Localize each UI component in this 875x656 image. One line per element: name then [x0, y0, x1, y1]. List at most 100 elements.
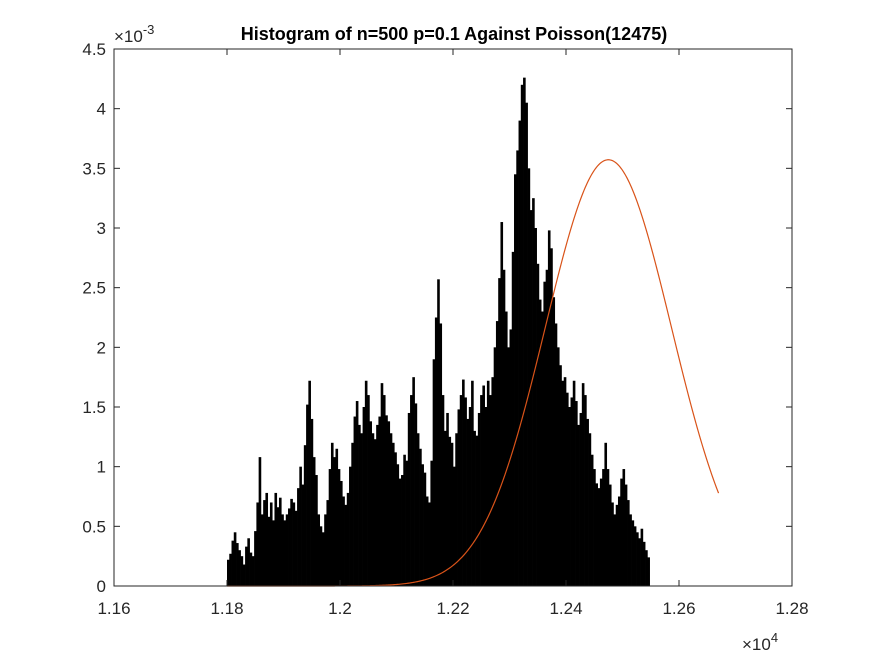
histogram-bar — [385, 415, 388, 586]
histogram-bar — [581, 383, 585, 586]
y-tick-label: 2.5 — [82, 279, 106, 298]
histogram-bar — [288, 508, 291, 586]
histogram-bar — [473, 430, 476, 586]
histogram-bar — [346, 492, 350, 586]
histogram-bar — [636, 532, 639, 586]
histogram-bar — [448, 436, 452, 586]
histogram-bar — [290, 498, 293, 586]
histogram-bar — [391, 442, 395, 586]
histogram-bar — [584, 395, 587, 586]
histogram-bar — [371, 433, 375, 586]
histogram-bar — [629, 514, 632, 586]
histogram-bar — [238, 550, 241, 586]
histogram-bar — [627, 500, 630, 586]
histogram-bar — [362, 407, 366, 586]
histogram-bar — [511, 251, 515, 586]
histogram-bar — [233, 532, 237, 586]
histogram-bar — [349, 466, 352, 586]
histogram-bar — [342, 496, 345, 586]
histogram-bar — [464, 397, 467, 586]
histogram-bar — [536, 263, 540, 586]
y-tick-label: 0.5 — [82, 517, 106, 536]
histogram-bar — [613, 514, 617, 586]
histogram-bar — [491, 377, 495, 586]
histogram-bar — [299, 466, 302, 586]
histogram-bar — [317, 514, 321, 586]
histogram-bar — [351, 442, 354, 586]
histogram-bar — [335, 448, 339, 586]
histogram-bar — [272, 520, 275, 586]
x-multiplier-exponent: 4 — [771, 630, 778, 645]
histogram-bar — [401, 475, 404, 586]
histogram-bar — [568, 407, 571, 586]
histogram-bar — [265, 492, 269, 586]
histogram-bar — [297, 488, 300, 586]
x-tick-label: 1.16 — [97, 599, 130, 618]
histogram-bar — [588, 433, 592, 586]
histogram-bar — [249, 552, 253, 586]
histogram-bar — [407, 412, 411, 586]
x-tick-label: 1.2 — [328, 599, 352, 618]
histogram-bar — [638, 538, 641, 586]
histogram-bar — [254, 531, 257, 586]
histogram-bar — [263, 500, 266, 586]
y-tick-label: 2 — [97, 338, 106, 357]
histogram-bar — [617, 496, 621, 586]
x-tick-label: 1.24 — [549, 599, 582, 618]
histogram-bar — [620, 478, 623, 586]
histogram-bar — [457, 409, 461, 586]
histogram-bar — [369, 421, 372, 586]
histogram-bar — [430, 460, 434, 586]
histogram-bar — [382, 395, 386, 586]
histogram-bar — [484, 407, 488, 586]
histogram-bar — [523, 77, 526, 586]
histogram-bar — [532, 198, 535, 587]
histogram-bar — [507, 347, 510, 586]
histogram-bar — [236, 543, 239, 586]
histogram-bar — [538, 299, 542, 586]
histogram-bar — [608, 484, 612, 586]
histogram-bar — [566, 392, 569, 586]
y-tick-label: 1 — [97, 458, 106, 477]
histogram-bar — [321, 532, 325, 586]
histogram-bar — [642, 541, 646, 586]
histogram-bar — [376, 424, 379, 586]
histogram-bar — [310, 418, 314, 586]
histogram-bar — [453, 466, 456, 586]
histogram-bar — [308, 380, 311, 586]
histogram-bar — [563, 377, 567, 586]
histogram-bar — [593, 469, 596, 586]
x-multiplier-base: ×10 — [742, 635, 771, 654]
histogram-bar — [556, 347, 560, 586]
histogram-bar — [579, 412, 583, 586]
y-tick-label: 1.5 — [82, 398, 106, 417]
histogram-bar — [358, 424, 361, 586]
histogram-bar — [624, 484, 628, 586]
histogram-bar — [518, 120, 522, 586]
histogram-bar — [493, 347, 497, 586]
histogram-bar — [326, 500, 330, 586]
histogram-bar — [561, 380, 565, 586]
histogram-bar — [631, 520, 635, 586]
histogram-bar — [303, 445, 307, 586]
histogram-bar — [586, 418, 589, 586]
histogram-bar — [380, 383, 384, 586]
histogram-bar — [606, 469, 610, 586]
histogram-bar — [572, 380, 576, 586]
histogram-bar — [315, 475, 318, 586]
histogram-bar — [389, 433, 393, 586]
histogram-bar — [410, 395, 413, 586]
histogram-bar — [450, 442, 454, 586]
histogram-bar — [480, 395, 483, 586]
histogram-bar — [276, 507, 280, 586]
histogram-bar — [514, 174, 517, 587]
histogram-bar — [231, 540, 235, 586]
histogram-bar — [306, 404, 309, 586]
histogram-bar — [414, 403, 418, 586]
x-axis-multiplier: ×104 — [742, 630, 778, 654]
y-axis-ticks: 0 0.5 1 1.5 2 2.5 3 3.5 4 4.5 — [82, 40, 792, 596]
histogram-bar — [344, 504, 348, 586]
histogram-bar — [599, 478, 603, 586]
histogram-bar — [378, 416, 382, 586]
histogram-bar — [552, 297, 556, 586]
